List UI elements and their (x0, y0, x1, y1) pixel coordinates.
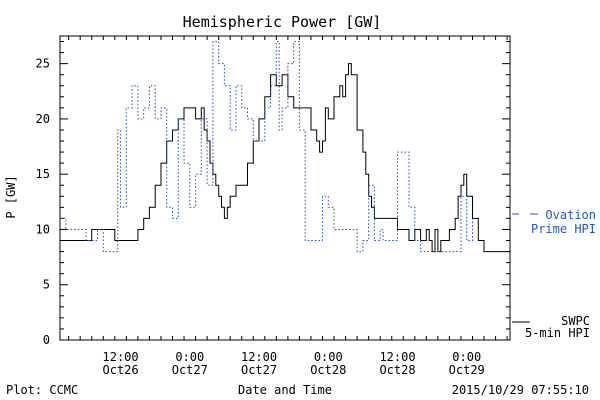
footer-left: Plot: CCMC (6, 383, 78, 397)
x-tick-label: 12:00 (379, 350, 415, 364)
chart-title: Hemispheric Power [GW] (183, 13, 382, 31)
x-tick-label: 12:00 (103, 350, 139, 364)
x-tick-label: Oct26 (103, 363, 139, 377)
series-ovation-line (60, 41, 473, 253)
legend-swpc-label: SWPC (561, 314, 590, 328)
series-layer (60, 41, 511, 253)
x-tick-label: Oct29 (449, 363, 485, 377)
x-tick-label: 12:00 (241, 350, 277, 364)
legend-swpc-label: 5-min HPI (525, 326, 590, 340)
x-tick-label: 0:00 (175, 350, 204, 364)
plot-area (59, 35, 511, 341)
x-axis: 12:00Oct260:00Oct2712:00Oct270:00Oct2812… (68, 36, 508, 377)
y-tick-label: 15 (36, 167, 50, 181)
x-tick-label: 0:00 (452, 350, 481, 364)
y-tick-label: 25 (36, 57, 50, 71)
y-tick-label: 20 (36, 112, 50, 126)
y-axis-label: P [GW] (4, 175, 18, 218)
x-tick-label: Oct28 (310, 363, 346, 377)
x-axis-label: Date and Time (238, 383, 332, 397)
legend-ovation-label: Ovation (545, 208, 596, 222)
y-tick-label: 5 (43, 278, 50, 292)
y-tick-label: 0 (43, 333, 50, 347)
x-tick-label: Oct28 (379, 363, 415, 377)
y-tick-label: 10 (36, 222, 50, 236)
x-tick-label: Oct27 (241, 363, 277, 377)
footer-right: 2015/10/29 07:55:10 (452, 383, 589, 397)
x-tick-label: 0:00 (314, 350, 343, 364)
x-tick-label: Oct27 (172, 363, 208, 377)
y-axis: 0 5 10 15 20 25 (36, 41, 510, 347)
series-swpc-line (60, 63, 511, 253)
legend-ovation-label: Prime HPI (531, 222, 596, 236)
